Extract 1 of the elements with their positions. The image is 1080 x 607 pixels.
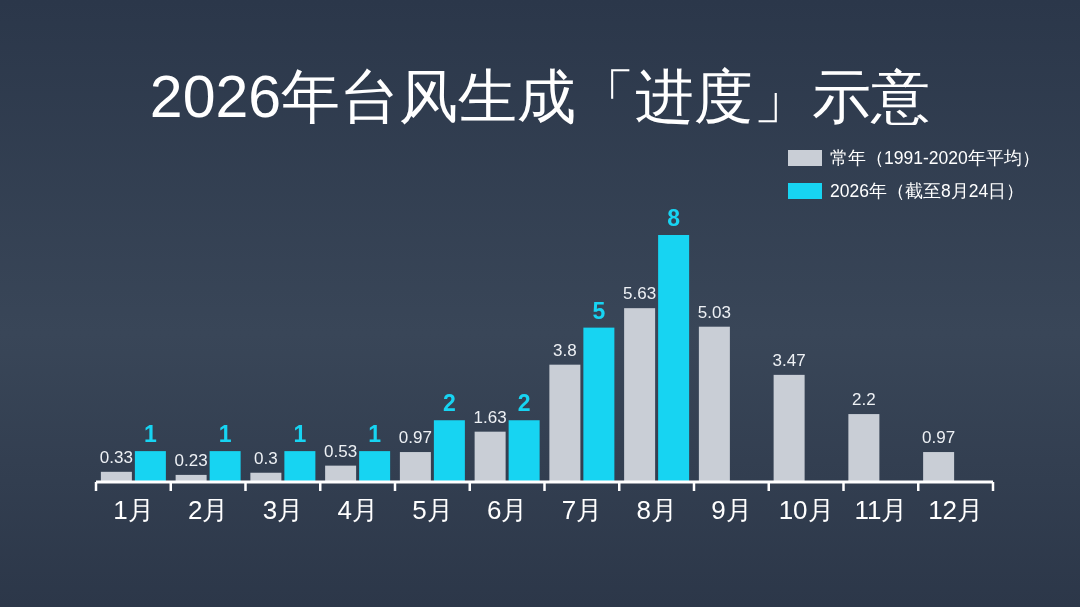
title: 2026年台风生成「进度」示意 [149, 64, 931, 130]
